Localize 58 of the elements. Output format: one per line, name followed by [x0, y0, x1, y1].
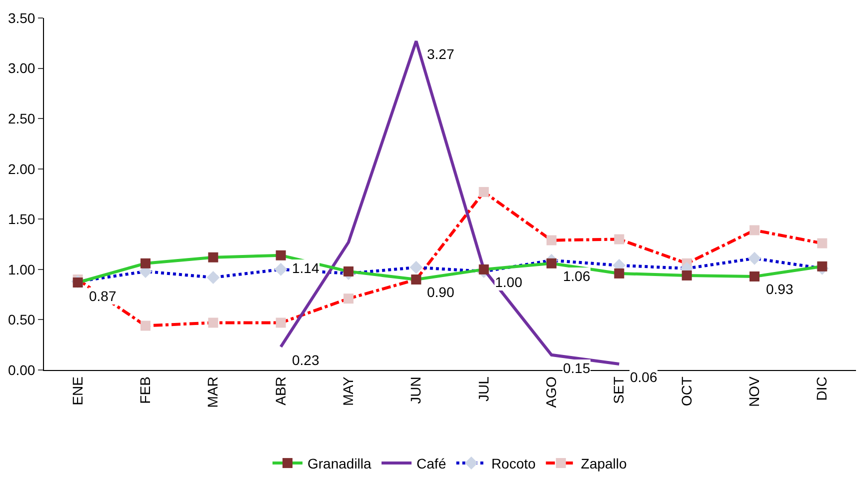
- x-tick-label: MAY: [340, 376, 356, 406]
- text: 3.50: [8, 10, 36, 26]
- point: [750, 271, 760, 282]
- point: [750, 225, 760, 236]
- legend-label: Granadilla: [308, 456, 372, 472]
- point: [140, 320, 150, 331]
- data-label: 1.14: [292, 260, 320, 276]
- legend-label: Café: [416, 456, 446, 472]
- data-label: 0.90: [427, 284, 454, 300]
- point: [344, 266, 354, 276]
- data-label: 0.06: [630, 369, 658, 385]
- point: [208, 252, 218, 262]
- x-tick-label: SET: [610, 376, 627, 404]
- x-tick-label: MAR: [204, 376, 221, 408]
- x-tick-label: AGO: [543, 376, 560, 408]
- data-label: 1.00: [495, 274, 522, 290]
- data-label: 0.15: [563, 360, 590, 376]
- data-label: 0.87: [89, 288, 116, 304]
- point: [682, 270, 692, 280]
- text: 1.50: [8, 211, 36, 228]
- legend-label: Rocoto: [491, 456, 536, 472]
- point: [276, 318, 286, 328]
- point: [478, 186, 489, 197]
- point: [140, 258, 150, 268]
- text: 3.00: [8, 60, 36, 76]
- point: [546, 258, 556, 268]
- data-label: 0.93: [766, 281, 794, 297]
- legend-label: Zapallo: [580, 456, 628, 472]
- point: [748, 252, 761, 265]
- point: [206, 270, 220, 284]
- point: [208, 318, 218, 328]
- point: [72, 278, 83, 288]
- point: [478, 264, 489, 274]
- point: [276, 250, 286, 260]
- x-tick-label: ABR: [272, 376, 288, 406]
- data-label: 0.23: [292, 352, 320, 368]
- x-tick-label: JUL: [475, 376, 492, 402]
- x-tick-label: ENE: [69, 376, 86, 406]
- text: 2.00: [8, 160, 36, 177]
- text: 2.50: [8, 110, 36, 126]
- x-tick-label: NOV: [746, 376, 762, 407]
- x-tick-label: OCT: [678, 376, 694, 406]
- point: [410, 260, 423, 274]
- point: [614, 234, 624, 244]
- point: [546, 235, 556, 246]
- point: [817, 238, 828, 248]
- text: 0.50: [8, 312, 36, 328]
- data-label: 3.27: [427, 46, 454, 62]
- text: 0.00: [8, 362, 36, 378]
- point: [344, 294, 354, 304]
- x-tick-label: FEB: [137, 376, 154, 404]
- point: [274, 262, 288, 276]
- data-label: 1.06: [563, 268, 590, 284]
- point: [817, 261, 828, 272]
- point: [614, 268, 624, 278]
- x-tick-label: JUN: [408, 376, 424, 404]
- x-tick-label: DIC: [814, 376, 830, 401]
- text: 1.00: [8, 261, 36, 278]
